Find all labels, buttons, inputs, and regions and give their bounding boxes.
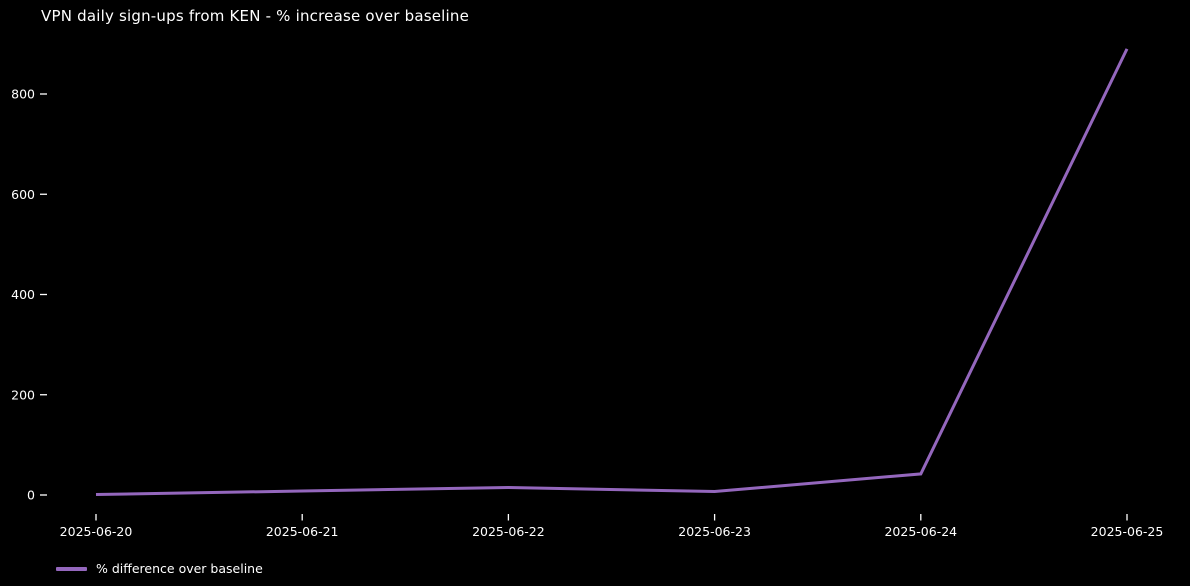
x-tick-label: 2025-06-23 — [678, 524, 751, 539]
chart-title: VPN daily sign-ups from KEN - % increase… — [41, 7, 470, 25]
legend: % difference over baseline — [56, 561, 263, 576]
legend-label: % difference over baseline — [96, 561, 263, 576]
y-tick-label: 600 — [11, 187, 35, 202]
data-line-pct-difference — [95, 48, 1129, 496]
y-tick-label: 800 — [11, 87, 35, 102]
y-tick-label: 400 — [11, 287, 35, 302]
x-tick-label: 2025-06-24 — [884, 524, 957, 539]
y-tick-label: 0 — [27, 488, 35, 503]
legend-line-swatch — [56, 566, 87, 571]
x-tick-label: 2025-06-25 — [1091, 524, 1164, 539]
x-tick-label: 2025-06-20 — [60, 524, 133, 539]
x-tick-label: 2025-06-22 — [472, 524, 545, 539]
x-tick-label: 2025-06-21 — [266, 524, 339, 539]
y-tick-label: 200 — [11, 387, 35, 402]
